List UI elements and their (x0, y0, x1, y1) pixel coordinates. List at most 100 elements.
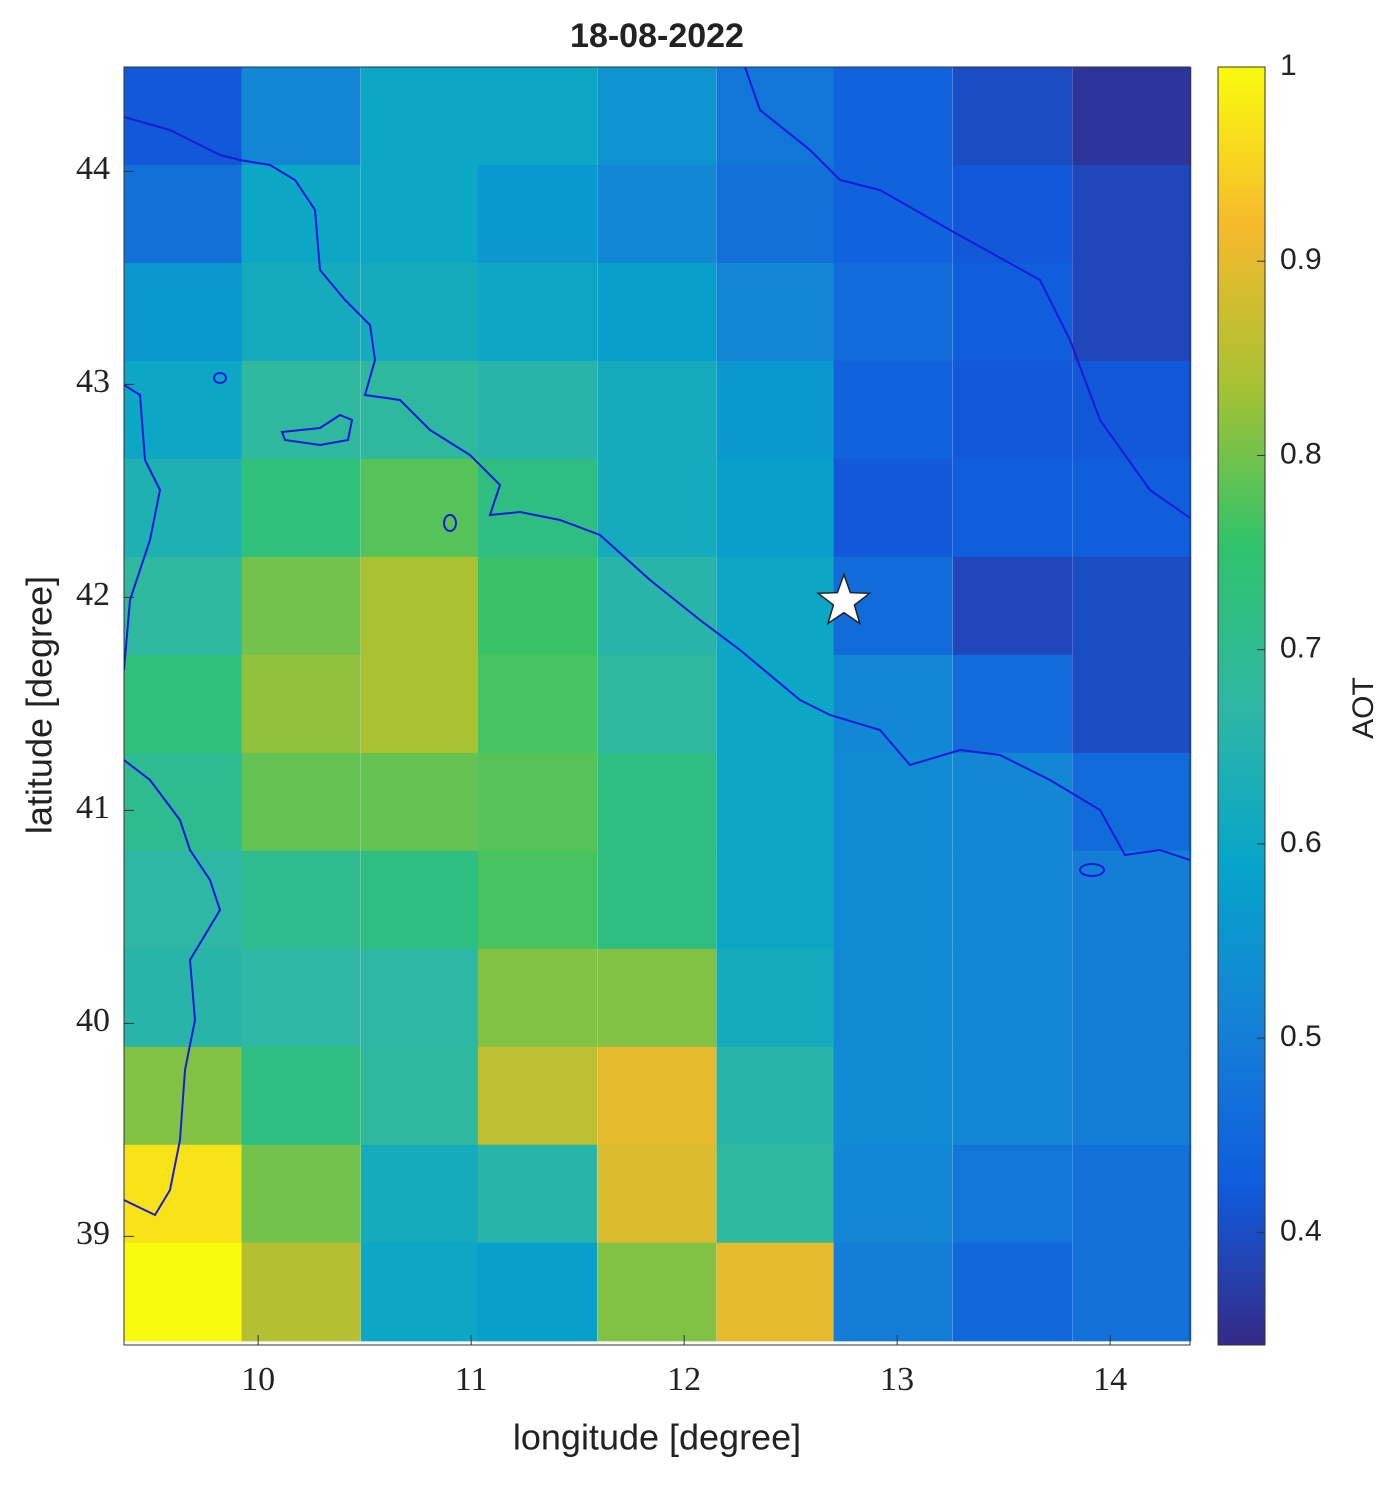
heatmap-cell (477, 360, 598, 460)
heatmap-cell (360, 654, 480, 754)
heatmap-cell (477, 556, 598, 656)
heatmap-cell (241, 1046, 361, 1146)
heatmap-cell (124, 458, 244, 558)
heatmap-cell (716, 1242, 836, 1342)
heatmap-cell (597, 360, 717, 460)
colorbar (1217, 66, 1266, 1346)
heatmap-cell (716, 948, 836, 1048)
heatmap-cell (241, 1144, 361, 1244)
heatmap-cell (360, 948, 480, 1048)
island (213, 372, 227, 384)
heatmap-cell (1072, 458, 1192, 558)
heatmap-cell (952, 654, 1072, 754)
heatmap-cell (360, 850, 480, 950)
chart-title: 18-08-2022 (570, 17, 744, 55)
coastline (744, 67, 1190, 519)
island (1079, 863, 1105, 877)
heatmap-cell (124, 850, 244, 950)
heatmap-cell (477, 1242, 598, 1342)
plot-frame (123, 66, 1191, 1346)
heatmap-cell (241, 458, 361, 558)
heatmap-cell (1072, 1144, 1192, 1244)
coastline (124, 116, 1190, 861)
heatmap-cell (833, 850, 953, 950)
heatmap-cell (833, 458, 953, 558)
heatmap-cell (477, 67, 598, 166)
marker-star (816, 572, 872, 626)
heatmap-cell (124, 262, 244, 362)
x-axis-label: longitude [degree] (513, 1417, 801, 1458)
heatmap-cell (1072, 360, 1192, 460)
heatmap-cell (241, 1242, 361, 1342)
heatmap-cell (952, 360, 1072, 460)
heatmap-cell (124, 654, 244, 754)
heatmap-cell (477, 1046, 598, 1146)
heatmap-cell (360, 752, 480, 852)
y-tick-label: 42 (76, 576, 110, 613)
heatmap-cell (716, 1046, 836, 1146)
heatmap-cell (597, 262, 717, 362)
heatmap (124, 67, 1192, 1342)
heatmap-cell (1072, 948, 1192, 1048)
heatmap-cell (952, 67, 1072, 166)
heatmap-cell (477, 458, 598, 558)
heatmap-cell (952, 948, 1072, 1048)
heatmap-cell (241, 262, 361, 362)
heatmap-cell (241, 752, 361, 852)
heatmap-cell (1072, 1046, 1192, 1146)
heatmap-cell (241, 360, 361, 460)
heatmap-cell (241, 556, 361, 656)
y-tick-label: 39 (76, 1215, 110, 1252)
heatmap-cell (716, 164, 836, 264)
heatmap-cell (833, 1046, 953, 1146)
heatmap-cell (477, 948, 598, 1048)
y-tick-label: 44 (76, 150, 110, 187)
heatmap-cell (833, 360, 953, 460)
heatmap-cell (716, 752, 836, 852)
heatmap-cell (241, 67, 361, 166)
heatmap-cell (952, 1144, 1072, 1244)
heatmap-cell (241, 948, 361, 1048)
island (443, 514, 457, 532)
heatmap-cell (360, 1242, 480, 1342)
heatmap-cell (833, 752, 953, 852)
heatmap-cell (241, 164, 361, 264)
heatmap-cell (124, 752, 244, 852)
heatmap-cell (124, 556, 244, 656)
island (280, 413, 354, 447)
heatmap-cell (597, 67, 717, 166)
heatmap-cell (833, 1144, 953, 1244)
heatmap-cell (360, 360, 480, 460)
heatmap-cell (952, 458, 1072, 558)
heatmap-cell (716, 262, 836, 362)
coastlines (124, 67, 1190, 1217)
heatmap-cell (597, 752, 717, 852)
colorbar-tick-label: 0.4 (1280, 1214, 1322, 1247)
heatmap-cell (952, 164, 1072, 264)
heatmap-cell (360, 262, 480, 362)
heatmap-cell (716, 1144, 836, 1244)
y-tick-label: 41 (76, 789, 110, 826)
heatmap-cell (124, 1144, 244, 1244)
x-tick-label: 14 (1093, 1361, 1127, 1398)
heatmap-cell (716, 458, 836, 558)
colorbar-tick-label: 0.9 (1280, 243, 1322, 276)
x-tick-label: 10 (241, 1361, 275, 1398)
heatmap-cell (1072, 164, 1192, 264)
heatmap-cell (477, 164, 598, 264)
heatmap-cell (124, 67, 244, 166)
heatmap-cell (952, 1046, 1072, 1146)
heatmap-cell (597, 1242, 717, 1342)
heatmap-cell (1072, 752, 1192, 852)
heatmap-cell (597, 948, 717, 1048)
coastline (124, 384, 162, 671)
heatmap-cell (833, 262, 953, 362)
colorbar-tick-label: 1 (1280, 49, 1297, 82)
heatmap-cell (952, 556, 1072, 656)
heatmap-cell (124, 164, 244, 264)
heatmap-cell (952, 850, 1072, 950)
heatmap-cell (597, 1046, 717, 1146)
heatmap-cell (833, 1242, 953, 1342)
